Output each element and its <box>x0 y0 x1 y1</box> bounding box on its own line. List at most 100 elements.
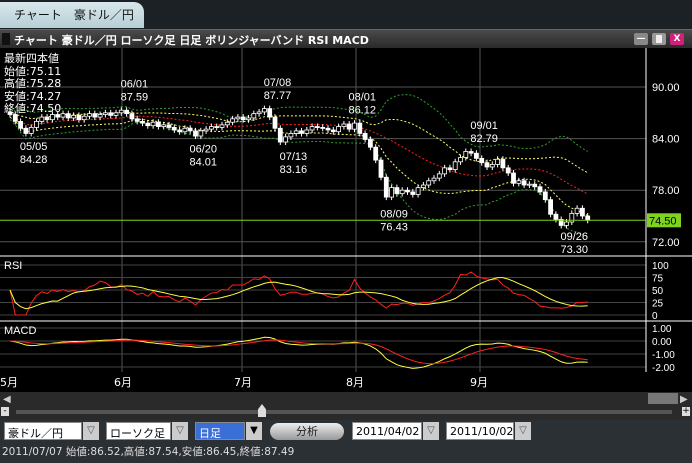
candle-body <box>203 128 209 132</box>
minimize-button[interactable]: — <box>634 33 648 45</box>
candle-body <box>113 112 119 116</box>
candle-body <box>161 124 167 127</box>
zoom-out-button[interactable]: - <box>1 407 9 416</box>
candle-body <box>267 108 273 118</box>
candle-body <box>378 159 384 178</box>
candle-body <box>320 127 326 129</box>
candle-body <box>87 113 92 117</box>
macd-axis-label: -2.00 <box>652 363 675 372</box>
currency-pair-select[interactable]: 豪ドル／円 <box>4 422 82 440</box>
month-label: 5月 <box>0 376 18 389</box>
candle-body <box>511 172 516 184</box>
candle-body <box>309 126 315 131</box>
annotation-value: 82.79 <box>470 133 498 145</box>
candle-body <box>256 111 262 115</box>
candle-body <box>155 121 161 127</box>
candle-body <box>463 151 469 158</box>
rsi-axis-label: 50 <box>652 286 664 297</box>
period-select[interactable]: 日足 <box>195 422 245 440</box>
latest-ohlc: 最新四本値 始値:75.11 高値:75.28 安値:74.27 終値:74.5… <box>4 52 62 116</box>
candle-body <box>134 118 140 122</box>
bollinger-band-m <box>9 114 588 195</box>
from-date-dropdown-icon[interactable]: ▽ <box>423 422 439 440</box>
candle-body <box>468 151 474 154</box>
last-price-badge <box>647 213 681 228</box>
price-axis-label: 84.00 <box>652 134 680 146</box>
candle-body <box>532 183 538 188</box>
to-date-dropdown-icon[interactable]: ▽ <box>515 422 531 440</box>
info-open: 始値:75.11 <box>4 64 62 78</box>
candle-body <box>235 116 241 120</box>
candle-body <box>564 221 569 226</box>
scrollbar-thumb[interactable] <box>648 393 678 404</box>
candle-body <box>108 112 114 116</box>
candle-body <box>288 133 294 138</box>
price-axis-label: 90.00 <box>652 82 680 94</box>
to-date-select[interactable]: 2011/10/02 <box>446 422 514 440</box>
scroll-left-arrow-icon[interactable]: ◀ <box>3 394 11 405</box>
candle-body <box>341 123 347 127</box>
candle-body <box>394 187 400 195</box>
analyze-button[interactable]: 分析 <box>270 423 344 440</box>
candle-body <box>516 180 522 184</box>
rsi-signal-line <box>9 277 588 310</box>
candle-body <box>314 126 320 128</box>
from-date-select[interactable]: 2011/04/02 <box>352 422 422 440</box>
annotation-date: 09/26 <box>561 231 589 243</box>
zoom-slider-track[interactable] <box>16 410 672 414</box>
tab-bar: チャート 豪ドル／円 <box>0 0 692 28</box>
restore-button[interactable] <box>652 33 666 45</box>
month-label: 8月 <box>346 376 364 389</box>
currency-pair-dropdown-icon[interactable]: ▽ <box>83 422 99 440</box>
zoom-slider-handle[interactable] <box>258 404 266 417</box>
candle-body <box>500 158 506 169</box>
price-axis-label: 72.00 <box>652 237 680 249</box>
chart-type-select[interactable]: ローソク足 <box>106 422 171 440</box>
candle-body <box>458 157 463 163</box>
candle-body <box>272 116 278 129</box>
chart-type-dropdown-icon[interactable]: ▽ <box>172 422 188 440</box>
close-button[interactable]: X <box>670 33 684 45</box>
rsi-title: RSI <box>4 260 22 272</box>
scroll-right-arrow-icon[interactable]: ▶ <box>680 394 688 405</box>
candle-body <box>367 139 373 148</box>
candle-body <box>50 114 55 121</box>
candle-body <box>537 186 543 193</box>
candle-body <box>415 187 421 195</box>
candle-body <box>193 130 198 137</box>
candle-body <box>251 113 257 119</box>
candle-body <box>28 127 34 134</box>
month-axis: 5月 6月 7月 8月 9月 <box>0 372 692 392</box>
candle-body <box>521 180 527 186</box>
candle-body <box>484 162 490 168</box>
candle-body <box>330 129 336 133</box>
control-panel: 豪ドル／円 ▽ ローソク足 ▽ 日足 ▼ 分析 2011/04/02 ▽ 201… <box>0 420 692 463</box>
candle-body <box>580 207 585 217</box>
info-high: 高値:75.28 <box>4 77 62 90</box>
candle-body <box>558 219 564 226</box>
annotation-date: 08/09 <box>380 209 408 221</box>
price-axis-label: 78.00 <box>652 185 680 197</box>
candle-body <box>452 161 458 170</box>
status-text: 2011/07/07 始値:86.52,高値:87.54,安値:86.45,終値… <box>2 446 295 458</box>
candle-body <box>542 191 548 201</box>
macd-axis-label: -1.00 <box>652 350 675 361</box>
zoom-in-button[interactable]: + <box>682 406 690 416</box>
macd-axis-label: 0.00 <box>652 337 672 348</box>
annotation-value: 83.16 <box>280 164 308 176</box>
candle-body <box>81 115 87 121</box>
candle-body <box>97 114 103 118</box>
candle-body <box>65 113 71 119</box>
annotation-date: 05/05 <box>20 141 48 153</box>
candle-body <box>12 114 18 122</box>
chart-area[interactable]: 90.00 84.00 78.00 72.00 100 75 50 25 0 1.00 0.00 -1… <box>0 48 692 374</box>
candle-body <box>145 122 151 127</box>
candle-body <box>18 121 24 129</box>
macd-line <box>9 336 588 369</box>
rsi-axis-label: 25 <box>652 299 664 310</box>
tab-chart[interactable]: チャート 豪ドル／円 <box>0 2 144 28</box>
period-dropdown-icon[interactable]: ▼ <box>246 422 262 440</box>
info-heading: 最新四本値 <box>4 52 59 65</box>
candle-body <box>39 116 45 122</box>
candle-body <box>171 127 177 131</box>
